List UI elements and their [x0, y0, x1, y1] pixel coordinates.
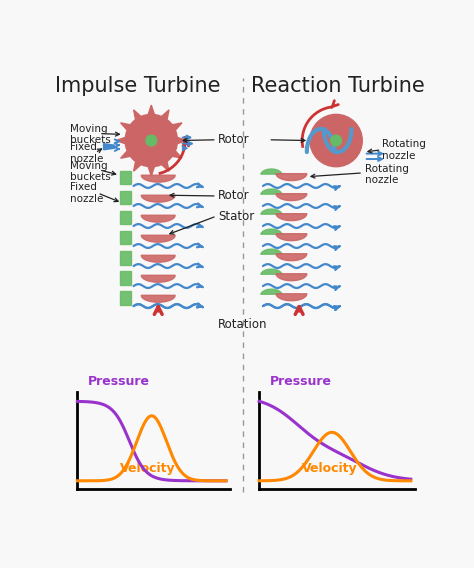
Polygon shape	[162, 110, 169, 119]
Polygon shape	[276, 294, 307, 300]
Circle shape	[310, 114, 362, 167]
Circle shape	[146, 135, 157, 146]
Text: Pressure: Pressure	[270, 375, 332, 389]
Polygon shape	[261, 169, 282, 174]
Polygon shape	[141, 255, 175, 262]
Text: Rotor: Rotor	[219, 190, 250, 202]
Polygon shape	[276, 174, 307, 181]
Bar	[120, 252, 131, 265]
Polygon shape	[141, 275, 175, 282]
Polygon shape	[276, 274, 307, 281]
Polygon shape	[261, 249, 282, 254]
Polygon shape	[148, 167, 155, 176]
Polygon shape	[276, 194, 307, 201]
Polygon shape	[261, 229, 282, 234]
Polygon shape	[261, 269, 282, 274]
Polygon shape	[276, 233, 307, 241]
Polygon shape	[141, 235, 175, 242]
Bar	[120, 191, 131, 204]
Circle shape	[331, 135, 341, 146]
Polygon shape	[276, 254, 307, 261]
Text: Fixed
nozzle: Fixed nozzle	[70, 142, 103, 164]
Polygon shape	[276, 214, 307, 220]
Bar	[120, 172, 131, 185]
Polygon shape	[116, 137, 125, 144]
Text: Fixed
nozzle: Fixed nozzle	[70, 182, 103, 204]
Polygon shape	[120, 151, 130, 158]
Circle shape	[125, 114, 177, 167]
Text: Velocity: Velocity	[120, 462, 175, 475]
Text: Velocity: Velocity	[301, 462, 357, 475]
Bar	[120, 211, 131, 224]
Polygon shape	[173, 123, 182, 130]
Polygon shape	[162, 162, 169, 171]
Polygon shape	[141, 195, 175, 202]
Polygon shape	[261, 189, 282, 194]
Text: Reaction Turbine: Reaction Turbine	[251, 76, 425, 96]
Polygon shape	[177, 137, 187, 144]
Text: Rotation: Rotation	[218, 319, 268, 331]
Text: Rotating
nozzle: Rotating nozzle	[365, 164, 409, 185]
Polygon shape	[141, 215, 175, 222]
Text: Moving
buckets: Moving buckets	[70, 161, 110, 182]
Polygon shape	[134, 162, 141, 171]
Bar	[120, 231, 131, 244]
Polygon shape	[148, 105, 155, 114]
Polygon shape	[103, 144, 114, 150]
Polygon shape	[261, 209, 282, 214]
Text: Impulse Turbine: Impulse Turbine	[55, 76, 220, 96]
Polygon shape	[120, 123, 130, 130]
Polygon shape	[141, 295, 175, 302]
Bar	[120, 291, 131, 304]
Text: Moving
buckets: Moving buckets	[70, 124, 110, 145]
Bar	[120, 272, 131, 285]
Polygon shape	[173, 151, 182, 158]
Polygon shape	[134, 110, 141, 119]
Text: Pressure: Pressure	[88, 375, 150, 389]
Text: Rotor: Rotor	[219, 133, 250, 147]
Text: Rotating
nozzle: Rotating nozzle	[383, 139, 426, 161]
Polygon shape	[141, 175, 175, 182]
Polygon shape	[261, 289, 282, 294]
Text: Stator: Stator	[219, 210, 255, 223]
